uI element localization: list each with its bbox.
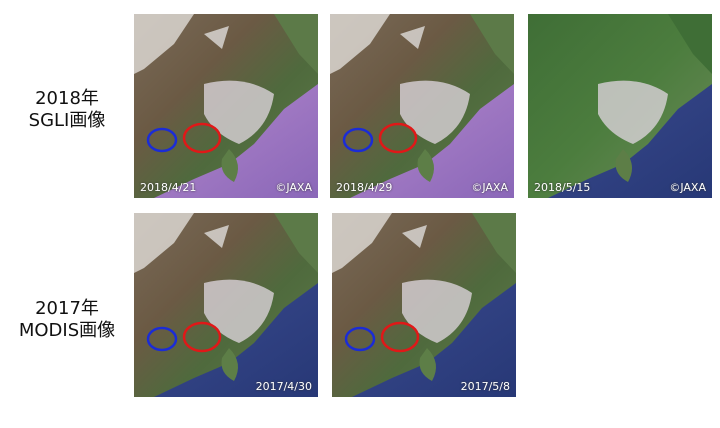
image-date: 2018/4/29 <box>336 181 393 194</box>
image-date: 2018/5/15 <box>534 181 591 194</box>
row-label-line: 2017年 <box>35 298 99 319</box>
image-credit: ©JAXA <box>669 181 706 194</box>
satellite-image: 2018/4/29 ©JAXA <box>330 14 514 198</box>
image-render <box>134 213 318 397</box>
row-label-line: 2018年 <box>35 88 99 109</box>
image-credit: ©JAXA <box>275 181 312 194</box>
row-label: 2018年 SGLI画像 <box>0 88 134 132</box>
satellite-image: 2018/4/21 ©JAXA <box>134 14 318 198</box>
image-date: 2017/4/30 <box>255 380 312 393</box>
row-label-line: MODIS画像 <box>18 320 116 341</box>
row-label: 2017年 MODIS画像 <box>0 298 134 342</box>
image-render <box>528 14 712 198</box>
satellite-image: 2017/4/30 <box>134 213 318 397</box>
image-date: 2017/5/8 <box>460 380 510 393</box>
image-render <box>134 14 318 198</box>
image-credit: ©JAXA <box>471 181 508 194</box>
row-label-line: SGLI画像 <box>28 110 106 131</box>
image-render <box>330 14 514 198</box>
image-render <box>332 213 516 397</box>
satellite-image: 2018/5/15 ©JAXA <box>528 14 712 198</box>
image-date: 2018/4/21 <box>140 181 197 194</box>
satellite-image: 2017/5/8 <box>332 213 516 397</box>
